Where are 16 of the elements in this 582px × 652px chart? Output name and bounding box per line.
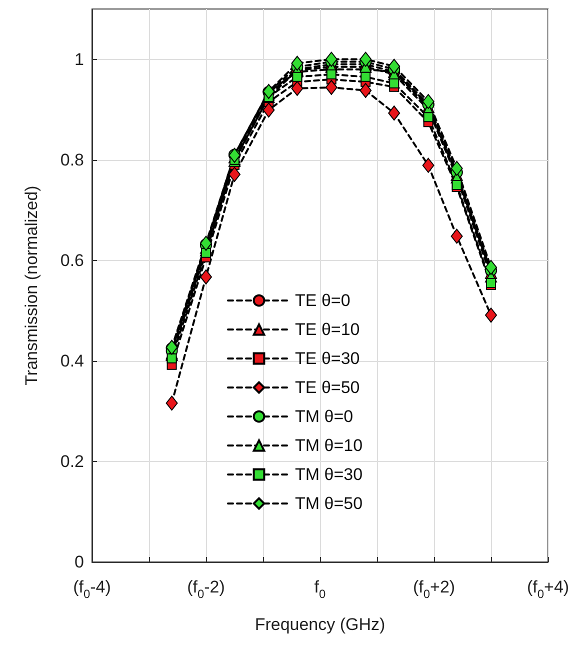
y-axis-title: Transmission (normalized) <box>22 186 41 386</box>
legend-label: TE θ=30 <box>295 349 360 368</box>
legend-label: TM θ=10 <box>295 436 363 455</box>
y-tick-label: 0.8 <box>60 150 84 170</box>
legend-label: TE θ=10 <box>295 320 360 339</box>
y-tick-label: 0.6 <box>60 250 84 270</box>
legend-label: TM θ=30 <box>295 465 363 484</box>
x-axis-title: Frequency (GHz) <box>254 615 386 634</box>
y-tick-label: 0.4 <box>60 351 84 370</box>
legend-label: TE θ=0 <box>295 291 350 310</box>
legend-label: TM θ=0 <box>295 407 354 426</box>
legend-label: TM θ=50 <box>295 494 363 513</box>
legend-label: TE θ=50 <box>295 378 360 397</box>
y-tick-label: 1 <box>74 50 84 69</box>
y-tick-label: 0 <box>74 552 84 572</box>
y-tick-label: 0.2 <box>60 452 84 471</box>
